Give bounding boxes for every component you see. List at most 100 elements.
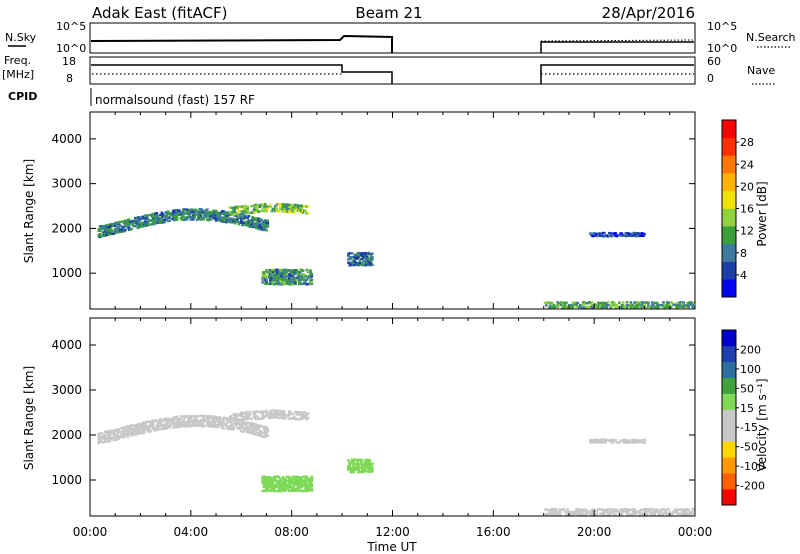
data-cell bbox=[229, 420, 233, 423]
data-cell bbox=[687, 509, 690, 512]
freq-trace bbox=[91, 64, 393, 84]
data-cell bbox=[243, 216, 247, 219]
data-cell bbox=[122, 227, 126, 230]
data-cell bbox=[280, 271, 283, 274]
data-cell bbox=[634, 512, 638, 515]
data-cell bbox=[287, 482, 291, 485]
data-cell bbox=[155, 212, 159, 215]
data-cell bbox=[277, 283, 281, 286]
data-cell bbox=[647, 301, 650, 304]
data-cell bbox=[292, 415, 296, 418]
data-cell bbox=[308, 489, 311, 492]
data-cell bbox=[652, 305, 655, 308]
data-cell bbox=[282, 270, 286, 274]
data-cell bbox=[310, 478, 314, 481]
data-cell bbox=[248, 413, 252, 416]
data-cell bbox=[577, 510, 581, 513]
data-cell bbox=[248, 225, 252, 229]
data-cell bbox=[681, 512, 684, 515]
data-cell bbox=[189, 218, 193, 221]
data-cell bbox=[575, 303, 578, 307]
data-cell bbox=[291, 477, 295, 481]
data-cell bbox=[127, 218, 131, 221]
colorbar-swatch bbox=[722, 361, 736, 379]
data-cell bbox=[600, 508, 604, 511]
data-cell bbox=[371, 470, 374, 473]
data-cell bbox=[352, 471, 355, 474]
data-cell bbox=[284, 489, 287, 492]
data-cell bbox=[263, 282, 267, 285]
data-cell bbox=[163, 425, 166, 428]
x-tick-label: 00:00 bbox=[678, 525, 713, 539]
power-colorbar: 28 24 20 16 12 8 4 bbox=[721, 119, 754, 298]
data-cell bbox=[282, 414, 286, 417]
data-cell bbox=[353, 263, 356, 267]
data-cell bbox=[102, 441, 106, 444]
data-cell bbox=[287, 277, 291, 280]
data-cell bbox=[117, 428, 121, 431]
data-cell bbox=[635, 300, 639, 304]
data-cell bbox=[361, 252, 364, 255]
data-cell bbox=[165, 422, 169, 426]
data-cell bbox=[350, 252, 354, 255]
data-cell bbox=[171, 416, 175, 419]
data-cell bbox=[582, 508, 586, 511]
data-cell bbox=[591, 440, 595, 444]
data-cell bbox=[255, 417, 258, 421]
data-cell bbox=[301, 277, 305, 280]
data-cell bbox=[175, 218, 179, 221]
data-cell bbox=[182, 210, 185, 214]
data-cell bbox=[673, 511, 677, 514]
data-cell bbox=[277, 485, 281, 488]
data-cell bbox=[645, 513, 649, 516]
data-cell bbox=[107, 436, 111, 439]
data-cell bbox=[261, 222, 264, 225]
data-cell bbox=[266, 225, 270, 228]
y-tick-label: 3000 bbox=[51, 383, 82, 397]
data-cell bbox=[295, 279, 298, 282]
data-cell bbox=[681, 303, 684, 307]
data-cell bbox=[188, 423, 191, 426]
colorbar-swatch bbox=[722, 473, 736, 490]
data-cell bbox=[97, 434, 101, 437]
data-cell bbox=[255, 227, 258, 230]
data-cell bbox=[363, 464, 367, 468]
data-cell bbox=[676, 306, 679, 309]
data-cell bbox=[171, 215, 175, 218]
data-cell bbox=[241, 424, 244, 427]
data-cell bbox=[263, 276, 267, 279]
data-cell bbox=[681, 509, 684, 512]
data-cell bbox=[287, 414, 291, 417]
data-cell bbox=[601, 441, 605, 444]
data-cell bbox=[265, 209, 268, 213]
data-cell bbox=[270, 274, 273, 278]
data-cell bbox=[668, 511, 672, 514]
data-cell bbox=[353, 466, 356, 469]
data-cell bbox=[151, 423, 155, 426]
data-cell bbox=[589, 441, 592, 444]
data-cell bbox=[575, 305, 578, 308]
data-cell bbox=[260, 226, 263, 229]
data-cell bbox=[369, 463, 373, 466]
data-cell bbox=[560, 303, 563, 306]
data-cell bbox=[628, 234, 631, 237]
colorbar-tick-label: 24 bbox=[740, 158, 754, 171]
data-cell bbox=[260, 432, 263, 436]
data-cell bbox=[199, 215, 203, 219]
data-cell bbox=[175, 419, 179, 422]
data-cell bbox=[112, 437, 116, 440]
data-cell bbox=[653, 513, 656, 516]
data-cell bbox=[189, 417, 193, 420]
data-cell bbox=[256, 205, 259, 209]
colorbar-swatch bbox=[722, 226, 736, 245]
data-cell bbox=[269, 476, 272, 479]
data-cell bbox=[291, 480, 295, 483]
data-cell bbox=[638, 440, 641, 444]
data-cell bbox=[306, 211, 310, 215]
data-cell bbox=[649, 513, 653, 516]
data-cell bbox=[310, 483, 314, 486]
data-cell bbox=[161, 427, 165, 431]
data-cell bbox=[280, 276, 283, 279]
date-title: 28/Apr/2016 bbox=[602, 4, 695, 22]
data-cell bbox=[160, 217, 164, 220]
